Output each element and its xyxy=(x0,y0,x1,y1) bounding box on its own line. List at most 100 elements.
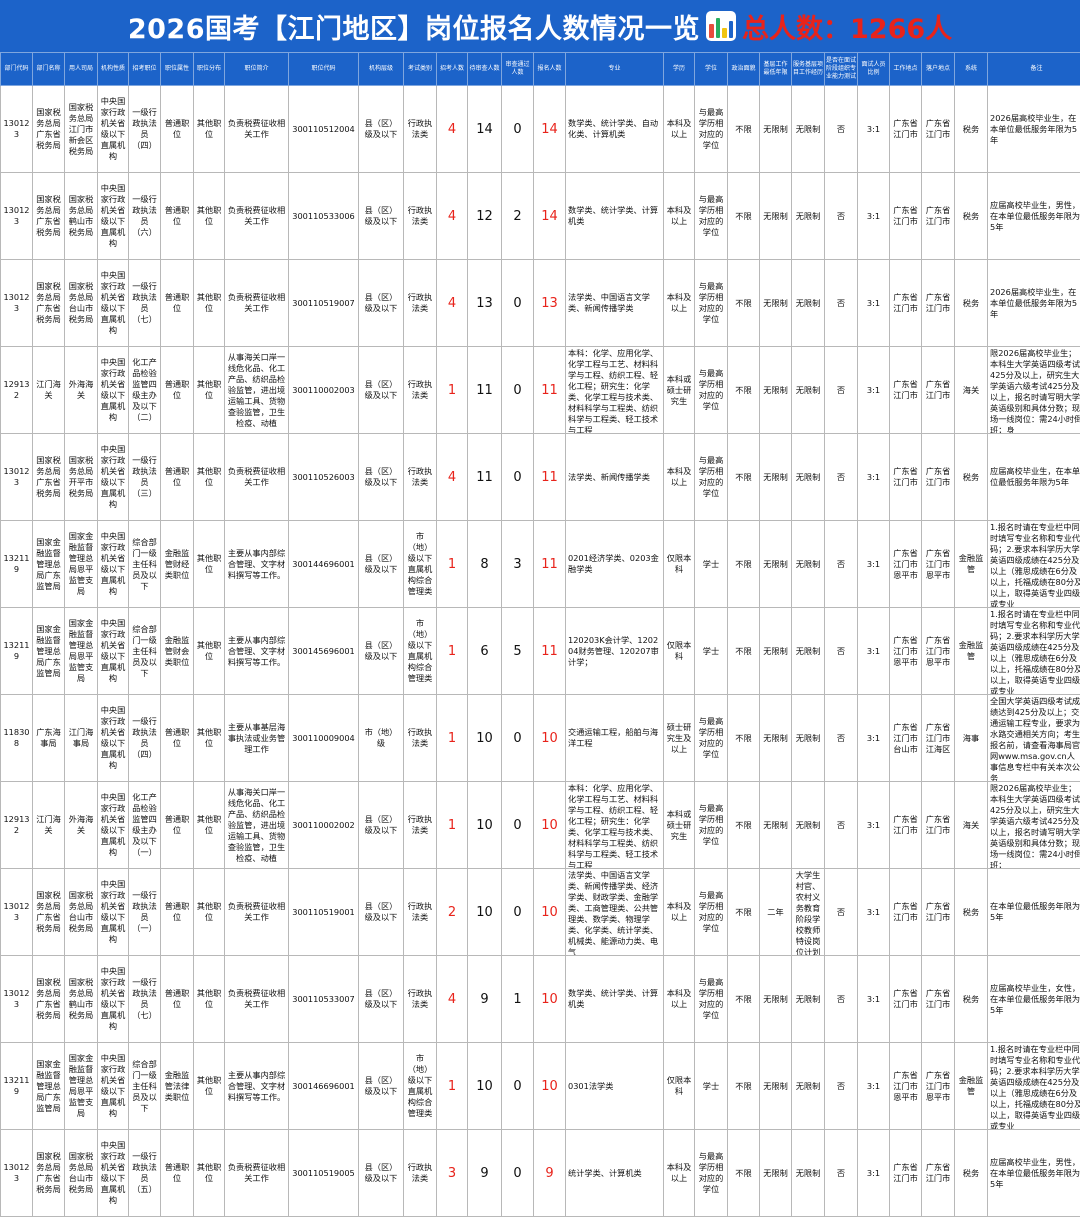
cell-text: 中央国家行政机关省级以下直属机构 xyxy=(100,96,126,161)
table-cell: 130123 xyxy=(0,433,33,521)
cell-text: 学士 xyxy=(702,1080,720,1091)
table-cell: 广东省江门市 xyxy=(889,259,922,347)
table-cell: 与最高学历相对应的学位 xyxy=(694,172,728,260)
column-header: 学历 xyxy=(663,52,695,86)
table-cell: 11 xyxy=(467,346,502,434)
cell-text: 2026届高校毕业生，在本单位最低服务年限为5年 xyxy=(990,112,1078,145)
table-cell: 其他职位 xyxy=(193,346,225,434)
table-cell: 否 xyxy=(824,172,858,260)
table-cell: 广东省江门市恩平市 xyxy=(889,607,922,695)
cell-text: 行政执法类 xyxy=(407,292,433,313)
cell-text: 其他职位 xyxy=(196,727,222,748)
column-header: 面试人员比例 xyxy=(857,52,890,86)
cell-text: 国家税务总局广东省税务局 xyxy=(36,281,61,324)
cell-text: 300110512004 xyxy=(292,123,355,134)
table-cell: 县（区）级及以下 xyxy=(358,781,404,869)
table-cell: 132119 xyxy=(0,607,33,695)
cell-text: 无限制 xyxy=(763,210,788,221)
cell-text: 金融监管法律类职位 xyxy=(164,1069,190,1102)
table-cell: 300110519001 xyxy=(288,868,359,956)
table-cell: 本科及以上 xyxy=(663,433,695,521)
table-cell: 一级行政执法员（四） xyxy=(128,694,161,782)
table-cell: 其他职位 xyxy=(193,607,225,695)
cell-text: 数学类、统计学类、计算机类 xyxy=(568,988,659,1009)
cell-text: 无限制 xyxy=(763,819,788,830)
table-cell: 金融监管 xyxy=(954,1042,988,1130)
table-cell: 法学类、中国语言文学类、新闻传播学类、经济学类、财政学类、金融学类、工商管理类、… xyxy=(565,868,664,956)
table-cell: 中央国家行政机关省级以下直属机构 xyxy=(97,781,129,869)
table-cell: 负责税费征收相关工作 xyxy=(224,955,289,1043)
table-cell: 其他职位 xyxy=(193,85,225,173)
table-cell: 3:1 xyxy=(857,346,890,434)
table-cell: 不限 xyxy=(727,607,760,695)
table-cell: 2026届高校毕业生，在本单位最低服务年限为5年 xyxy=(987,259,1080,347)
cell-text: 金融监管 xyxy=(958,553,984,574)
cell-text: 中央国家行政机关省级以下直属机构 xyxy=(100,531,126,596)
table-cell: 129132 xyxy=(0,781,33,869)
cell-text: 无限制 xyxy=(763,558,788,569)
cell-text: 中央国家行政机关省级以下直属机构 xyxy=(100,879,126,944)
table-cell: 行政执法类 xyxy=(403,85,437,173)
positions-table: 部门代码 部门名称 用人司局 机构性质 招考职位 职位属性 职位分布 职位简介 职位代码 机构层级… xyxy=(0,52,1080,1217)
cell-text: 其他职位 xyxy=(196,1162,222,1183)
cell-text: 普通职位 xyxy=(164,1162,190,1183)
column-header: 职位简介 xyxy=(224,52,289,86)
table-cell: 3:1 xyxy=(857,1042,890,1130)
cell-text: 县（区）级及以下 xyxy=(364,292,398,313)
table-cell: 130123 xyxy=(0,85,33,173)
cell-text: 税务 xyxy=(962,297,980,308)
cell-text: 市（地）级 xyxy=(364,727,398,748)
cell-text: 江门海关 xyxy=(36,814,61,835)
table-cell: 无限制 xyxy=(759,259,792,347)
table-cell: 与最高学历相对应的学位 xyxy=(694,781,728,869)
table-cell: 无限制 xyxy=(791,520,825,608)
table-cell: 130123 xyxy=(0,172,33,260)
cell-text: 本科及以上 xyxy=(666,466,692,487)
table-cell: 数学类、统计学类、自动化类、计算机类 xyxy=(565,85,664,173)
cell-text: 从事海关口岸一线危化品、化工产品、纺织品检验监管，进出境运输工具、货物查验监管，… xyxy=(227,786,286,863)
cell-text: 化工产品检验监管四级主办及以下（二） xyxy=(132,357,157,422)
cell-text: 海关 xyxy=(962,819,980,830)
cell-text: 否 xyxy=(836,819,846,830)
cell-text: 本科及以上 xyxy=(666,988,692,1009)
total-count: 总人数：1266人 xyxy=(742,13,953,45)
cell-text: 一级行政执法员（六） xyxy=(132,194,157,237)
cell-text: 从事海关口岸一线危化品、化工产品、纺织品检验监管，进出境运输工具、货物查验监管，… xyxy=(227,351,286,428)
table-cell: 负责税费征收相关工作 xyxy=(224,433,289,521)
table-cell: 本科及以上 xyxy=(663,955,695,1043)
cell-text: 综合部门一级主任科员及以下 xyxy=(132,1058,157,1113)
table-cell: 2026届高校毕业生，在本单位最低服务年限为5年 xyxy=(987,85,1080,173)
table-cell: 无限制 xyxy=(759,520,792,608)
table-cell: 广东省江门市 xyxy=(921,346,955,434)
table-cell: 中央国家行政机关省级以下直属机构 xyxy=(97,1042,129,1130)
cell-text: 广东省江门市 xyxy=(893,379,918,400)
cell-text: 县（区）级及以下 xyxy=(364,1162,398,1183)
cell-text: 一级行政执法员（一） xyxy=(132,890,157,933)
cell-text: 广东省江门市 xyxy=(925,292,951,313)
table-cell: 3:1 xyxy=(857,607,890,695)
table-cell: 县（区）级及以下 xyxy=(358,520,404,608)
cell-text: 否 xyxy=(836,297,846,308)
cell-text: 1.报名时请在专业栏中同时填写专业名称和专业代码；2.要求本科学历大学英语四级成… xyxy=(990,521,1080,607)
cell-text: 一级行政执法员（四） xyxy=(132,716,157,759)
table-cell: 10 xyxy=(533,955,566,1043)
table-cell: 负责税费征收相关工作 xyxy=(224,172,289,260)
cell-text: 县（区）级及以下 xyxy=(364,118,398,139)
cell-text: 300110009004 xyxy=(292,732,355,743)
cell-text: 行政执法类 xyxy=(407,379,433,400)
cell-text: 仅限本科 xyxy=(666,640,692,661)
cell-text: 市（地）级以下直属机构综合管理类 xyxy=(407,531,433,596)
cell-text: 否 xyxy=(836,123,846,134)
table-cell: 综合部门一级主任科员及以下 xyxy=(128,1042,161,1130)
cell-text: 否 xyxy=(836,471,846,482)
cell-text: 广东省江门市 xyxy=(925,466,951,487)
cell-text: 金融监管财会类职位 xyxy=(164,634,190,667)
table-cell: 中央国家行政机关省级以下直属机构 xyxy=(97,85,129,173)
cell-text: 不限 xyxy=(735,1167,752,1178)
table-cell: 普通职位 xyxy=(160,868,194,956)
table-cell: 学士 xyxy=(694,520,728,608)
table-cell: 税务 xyxy=(954,433,988,521)
table-cell: 广东省江门市 xyxy=(889,172,922,260)
table-cell: 法学类、新闻传播学类 xyxy=(565,433,664,521)
cell-text: 广东省江门市 xyxy=(893,901,918,922)
